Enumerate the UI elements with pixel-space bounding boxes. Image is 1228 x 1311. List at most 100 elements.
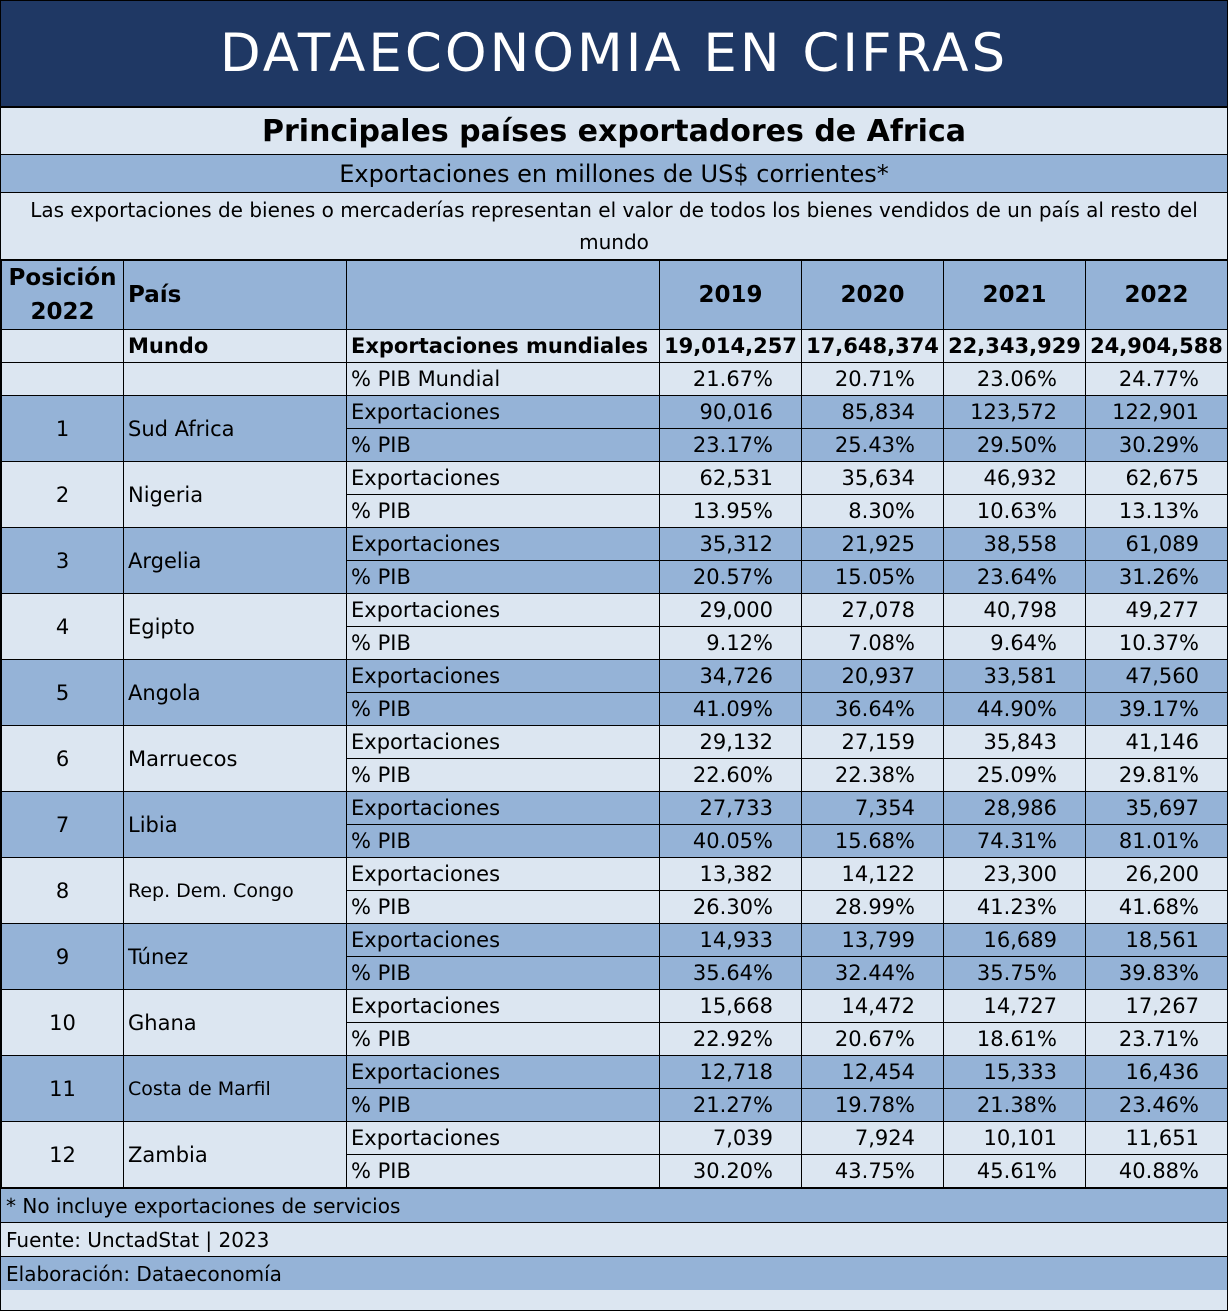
country-gdp-row: % PIB 13.95% 8.30% 10.63% 13.13% <box>2 494 1227 528</box>
table-cell <box>123 362 347 396</box>
metric-label: % PIB <box>346 1154 660 1188</box>
credit-note: Elaboración: Dataeconomía <box>1 1256 1227 1290</box>
value-cell: 41.68% <box>1085 890 1227 924</box>
value-cell: 7,924 <box>801 1121 944 1155</box>
country-exports-row: 4 Egipto Exportaciones 29,000 27,078 40,798 49… <box>1 593 1227 660</box>
position-cell: 6 <box>1 725 124 792</box>
value-cell: 18.61% <box>943 1022 1086 1056</box>
country-name: Angola <box>123 659 347 726</box>
metric-label: Exportaciones <box>346 395 660 429</box>
value-cell: 14,933 <box>659 923 802 957</box>
metric-label: Exportaciones <box>346 923 660 957</box>
value-cell: 10.63% <box>943 494 1086 528</box>
value-cell: 61,089 <box>1085 527 1227 561</box>
position-cell: 4 <box>1 593 124 660</box>
header-year: 2020 <box>801 260 944 330</box>
value-cell: 43.75% <box>801 1154 944 1188</box>
metric-label: % PIB <box>346 692 660 726</box>
value-cell: 19.78% <box>801 1088 944 1122</box>
value-cell: 16,436 <box>1085 1055 1227 1089</box>
value-cell: 14,122 <box>801 857 944 891</box>
subtitle: Exportaciones en millones de US$ corrien… <box>1 155 1227 193</box>
exports-table: Posición 2022 País 2019 2020 2021 2022 M… <box>1 260 1227 1188</box>
value-cell: 22,343,929 <box>943 329 1086 363</box>
value-cell: 85,834 <box>801 395 944 429</box>
country-exports-row: 8 Rep. Dem. Congo Exportaciones 13,382 14,12… <box>1 857 1227 924</box>
country-exports-row: 6 Marruecos Exportaciones 29,132 27,159 35,84… <box>1 725 1227 792</box>
value-cell: 27,078 <box>801 593 944 627</box>
position-cell: 3 <box>1 527 124 594</box>
country-gdp-row: % PIB 40.05% 15.68% 74.31% 81.01% <box>2 824 1227 858</box>
source-note: Fuente: UnctadStat | 2023 <box>1 1222 1227 1256</box>
value-cell: 30.29% <box>1085 428 1227 462</box>
metric-label: Exportaciones <box>346 461 660 495</box>
value-cell: 30.20% <box>659 1154 802 1188</box>
country-exports-row: 12 Zambia Exportaciones 7,039 7,924 10,101 11,… <box>1 1121 1227 1188</box>
country-gdp-row: % PIB 23.17% 25.43% 29.50% 30.29% <box>2 428 1227 462</box>
country-name: Túnez <box>123 923 347 990</box>
value-cell: 39.83% <box>1085 956 1227 990</box>
country-name: Ghana <box>123 989 347 1056</box>
value-cell: 26.30% <box>659 890 802 924</box>
position-cell: 9 <box>1 923 124 990</box>
value-cell: 35,843 <box>943 725 1086 759</box>
position-cell: 5 <box>1 659 124 726</box>
country-name: Libia <box>123 791 347 858</box>
value-cell: 7,039 <box>659 1121 802 1155</box>
value-cell: 45.61% <box>943 1154 1086 1188</box>
value-cell: 90,016 <box>659 395 802 429</box>
value-cell: 22.92% <box>659 1022 802 1056</box>
value-cell: 19,014,257 <box>659 329 802 363</box>
metric-label: % PIB <box>346 890 660 924</box>
metric-label: Exportaciones <box>346 725 660 759</box>
value-cell: 35,697 <box>1085 791 1227 825</box>
page-title: Principales países exportadores de Afric… <box>1 108 1227 155</box>
value-cell: 9.12% <box>659 626 802 660</box>
country-exports-row: 9 Túnez Exportaciones 14,933 13,799 16,689 18,… <box>1 923 1227 990</box>
value-cell: 22.60% <box>659 758 802 792</box>
value-cell: 20.71% <box>801 362 944 396</box>
value-cell: 12,454 <box>801 1055 944 1089</box>
value-cell: 47,560 <box>1085 659 1227 693</box>
header-year: 2021 <box>943 260 1086 330</box>
value-cell: 15.68% <box>801 824 944 858</box>
metric-label: Exportaciones <box>346 1055 660 1089</box>
value-cell: 10.37% <box>1085 626 1227 660</box>
world-name: Mundo <box>123 329 347 363</box>
country-exports-row: 1 Sud Africa Exportaciones 90,016 85,834 123,… <box>1 395 1227 462</box>
value-cell: 35,634 <box>801 461 944 495</box>
value-cell: 74.31% <box>943 824 1086 858</box>
value-cell: 25.43% <box>801 428 944 462</box>
description: Las exportaciones de bienes o mercadería… <box>1 193 1227 260</box>
value-cell: 29.50% <box>943 428 1086 462</box>
value-cell: 41.09% <box>659 692 802 726</box>
value-cell: 24,904,588 <box>1085 329 1227 363</box>
value-cell: 20.57% <box>659 560 802 594</box>
value-cell: 46,932 <box>943 461 1086 495</box>
position-cell: 1 <box>1 395 124 462</box>
value-cell: 22.38% <box>801 758 944 792</box>
brand-banner: DATAECONOMIA EN CIFRAS <box>1 1 1227 108</box>
value-cell: 17,648,374 <box>801 329 944 363</box>
value-cell: 20.67% <box>801 1022 944 1056</box>
country-name: Nigeria <box>123 461 347 528</box>
header-country: País <box>123 260 347 330</box>
metric-label: Exportaciones <box>346 791 660 825</box>
value-cell: 13,799 <box>801 923 944 957</box>
value-cell: 15,668 <box>659 989 802 1023</box>
country-name: Rep. Dem. Congo <box>123 857 347 924</box>
position-cell: 10 <box>1 989 124 1056</box>
value-cell: 23.46% <box>1085 1088 1227 1122</box>
country-gdp-row: % PIB 22.92% 20.67% 18.61% 23.71% <box>2 1022 1227 1056</box>
value-cell: 15,333 <box>943 1055 1086 1089</box>
value-cell: 23,300 <box>943 857 1086 891</box>
value-cell: 29.81% <box>1085 758 1227 792</box>
value-cell: 21.67% <box>659 362 802 396</box>
value-cell: 7.08% <box>801 626 944 660</box>
country-gdp-row: % PIB 9.12% 7.08% 9.64% 10.37% <box>2 626 1227 660</box>
value-cell: 62,675 <box>1085 461 1227 495</box>
header-year: 2019 <box>659 260 802 330</box>
value-cell: 23.17% <box>659 428 802 462</box>
country-name: Argelia <box>123 527 347 594</box>
value-cell: 40,798 <box>943 593 1086 627</box>
